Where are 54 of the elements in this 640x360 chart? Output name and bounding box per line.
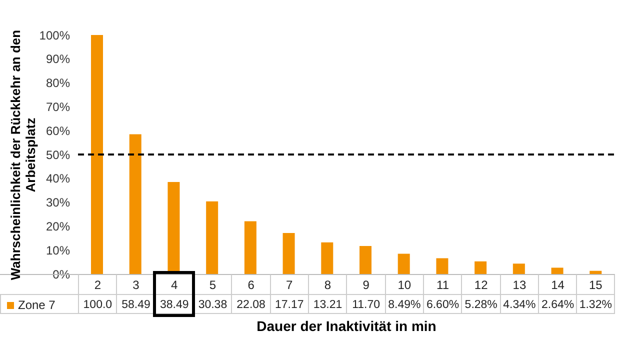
data-label: 4.34% (500, 294, 538, 314)
data-label: 8.49% (384, 294, 424, 314)
bar (91, 35, 103, 274)
x-tick-label: 15 (576, 274, 615, 294)
bar (321, 242, 334, 274)
bar (590, 270, 602, 274)
data-label: 30.38 (193, 294, 232, 314)
data-label: 58.49 (116, 294, 155, 314)
data-label: 38.49 (154, 294, 194, 314)
bar (206, 201, 218, 274)
x-tick-label: 13 (500, 274, 538, 294)
data-label: 1.32% (576, 294, 615, 314)
x-tick-label: 5 (193, 274, 232, 294)
y-tick-label: 80% (46, 76, 70, 90)
data-label: 5.28% (461, 294, 500, 314)
data-label: 100.0 (78, 294, 116, 314)
data-label: 2.64% (538, 294, 576, 314)
x-tick-label: 14 (538, 274, 576, 294)
data-label: 22.08 (231, 294, 270, 314)
y-tick-label: 60% (46, 124, 70, 138)
x-tick-label: 8 (308, 274, 346, 294)
x-tick-label: 11 (423, 274, 462, 294)
x-tick-label: 10 (384, 274, 424, 294)
x-tick-label: 7 (270, 274, 308, 294)
bar (551, 268, 564, 274)
data-label: 11.70 (346, 294, 385, 314)
y-tick-label: 90% (46, 52, 70, 66)
bar (129, 134, 142, 274)
data-label: 6.60% (423, 294, 462, 314)
bar (436, 258, 448, 274)
bar (244, 221, 256, 274)
y-tick-label: 100% (39, 28, 70, 42)
x-tick-label: 6 (231, 274, 270, 294)
y-tick-label: 10% (46, 243, 70, 258)
y-tick-label: 20% (46, 219, 70, 234)
bar (512, 264, 525, 274)
x-tick-label: 4 (154, 274, 194, 294)
data-label: 13.21 (308, 294, 346, 314)
x-tick-label: 2 (78, 274, 116, 294)
y-tick-label: 70% (46, 100, 70, 114)
data-label: 17.17 (270, 294, 308, 314)
x-tick-label: 9 (346, 274, 385, 294)
x-axis-title: Dauer der Inaktivität in min (256, 318, 438, 334)
bar (474, 261, 487, 274)
legend-label: Zone 7 (18, 298, 56, 312)
bar (360, 246, 372, 274)
bar (282, 232, 295, 274)
y-tick-label: 40% (46, 172, 70, 186)
bar (398, 254, 410, 274)
x-tick-label: 3 (116, 274, 155, 294)
x-tick-label: 12 (461, 274, 500, 294)
y-tick-label: 50% (46, 148, 70, 162)
y-axis-title: Wahrscheinlichkeit der Rückkehr an den Arbeitsplatz (8, 28, 39, 282)
y-tick-label: 30% (46, 196, 70, 210)
